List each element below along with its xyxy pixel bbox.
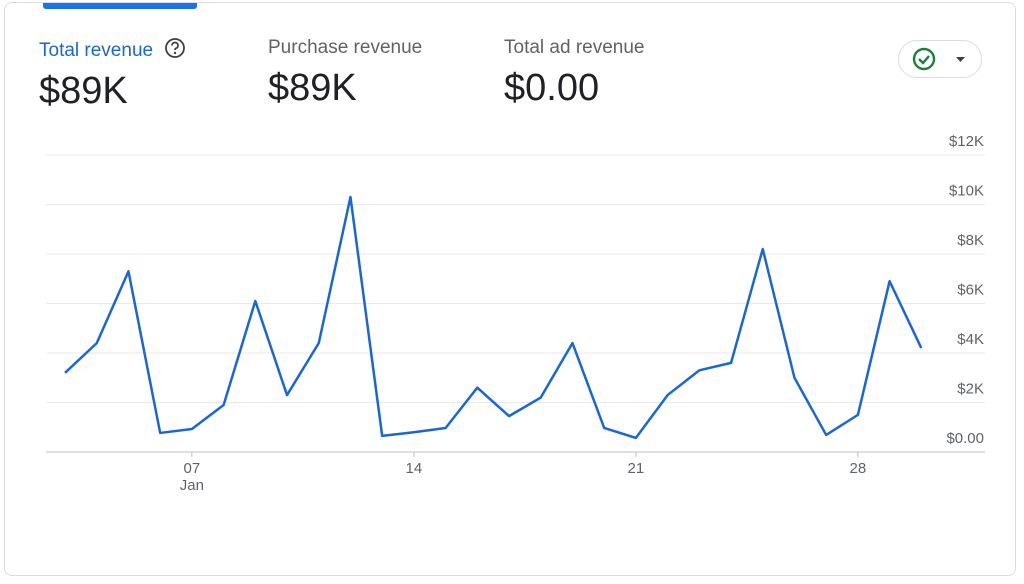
y-tick-label: $12K (949, 133, 984, 150)
y-tick-label: $0.00 (946, 430, 984, 447)
y-tick-label: $4K (957, 331, 984, 348)
active-tab-indicator (43, 3, 197, 9)
y-tick-label: $2K (957, 381, 984, 398)
x-tick-label: 07 (184, 460, 201, 477)
metric-value: $89K (39, 70, 128, 112)
metric-value: $89K (268, 67, 357, 109)
revenue-card: Total revenue $89K Purchase revenue $89K… (4, 2, 1016, 576)
x-tick-label: 14 (406, 460, 423, 477)
metric-label: Total revenue (39, 37, 186, 62)
x-tick-label: 28 (850, 460, 867, 477)
metric-label: Purchase revenue (268, 37, 423, 58)
metric-tab[interactable]: Total ad revenue $0.00 (504, 37, 645, 110)
y-tick-label: $6K (957, 282, 984, 299)
metric-tab[interactable]: Total revenue $89K (39, 37, 186, 113)
button-icons (912, 47, 965, 71)
y-tick-label: $10K (949, 183, 984, 200)
line-series (64, 195, 923, 440)
metric-value: $0.00 (504, 67, 600, 109)
metric-tab[interactable]: Purchase revenue $89K (268, 37, 422, 110)
help-icon[interactable] (164, 37, 186, 59)
y-tick-label: $8K (957, 232, 984, 249)
metric-label: Total ad revenue (504, 37, 645, 58)
metric-label-text: Total revenue (39, 40, 154, 61)
x-tick-label: 21 (628, 460, 645, 477)
comparison-button[interactable] (898, 40, 982, 78)
x-tick-sublabel: Jan (180, 477, 204, 494)
